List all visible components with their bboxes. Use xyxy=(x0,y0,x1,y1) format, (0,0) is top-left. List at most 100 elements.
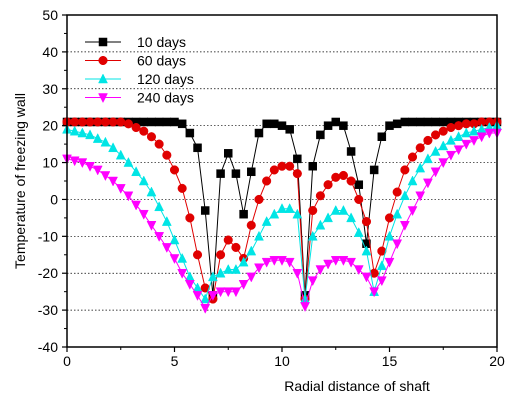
x-tick-label: 5 xyxy=(171,353,179,369)
series-3 xyxy=(62,120,502,304)
data-point xyxy=(308,161,317,171)
y-tick-label: 20 xyxy=(42,118,58,134)
data-point xyxy=(69,125,80,136)
data-point xyxy=(92,165,103,176)
data-point xyxy=(385,121,394,130)
data-point xyxy=(161,216,172,226)
data-point xyxy=(69,156,80,167)
legend-entry: 240 days xyxy=(85,90,194,106)
data-point xyxy=(231,169,241,178)
data-point xyxy=(169,234,180,245)
data-point xyxy=(246,272,257,283)
data-point xyxy=(170,117,179,127)
data-point xyxy=(139,117,149,127)
data-point xyxy=(369,287,380,298)
data-point xyxy=(430,167,441,178)
data-point xyxy=(392,239,403,250)
data-point xyxy=(261,257,272,268)
data-point xyxy=(384,230,395,241)
data-point xyxy=(376,276,387,287)
data-point xyxy=(131,166,142,177)
data-point xyxy=(138,209,149,220)
data-point xyxy=(308,205,318,216)
legend-marker xyxy=(98,55,108,66)
y-tick-label: 40 xyxy=(42,44,58,60)
data-point xyxy=(231,287,241,298)
data-point xyxy=(154,117,164,127)
data-point xyxy=(162,150,172,160)
data-point xyxy=(415,117,425,127)
data-point xyxy=(254,194,264,204)
data-point xyxy=(147,117,156,127)
data-point xyxy=(353,265,364,276)
data-point xyxy=(85,117,95,127)
data-point xyxy=(453,131,464,141)
data-point xyxy=(223,287,234,298)
legend: 10 days 60 days 120 days 240 days xyxy=(85,34,194,106)
data-point xyxy=(177,183,187,193)
data-point xyxy=(392,208,403,219)
data-point xyxy=(338,204,349,215)
data-point xyxy=(461,139,472,150)
data-point xyxy=(277,121,287,130)
series-line xyxy=(66,132,497,310)
data-point xyxy=(277,203,287,213)
data-point xyxy=(453,145,464,156)
data-point xyxy=(116,117,126,127)
data-point xyxy=(407,175,418,186)
data-point xyxy=(423,135,433,145)
data-point xyxy=(123,191,134,202)
data-point xyxy=(146,186,157,197)
y-tick-label: -30 xyxy=(38,302,58,318)
data-point xyxy=(161,243,172,253)
data-point xyxy=(200,206,210,215)
data-point xyxy=(346,212,357,223)
gridlines xyxy=(67,51,497,311)
data-point xyxy=(422,153,433,164)
data-point xyxy=(469,125,479,136)
data-point xyxy=(476,132,487,143)
data-point xyxy=(446,150,456,161)
data-point xyxy=(346,176,356,186)
data-point xyxy=(284,203,295,213)
data-point xyxy=(285,161,295,171)
data-point xyxy=(192,250,203,260)
y-tick-label: -20 xyxy=(38,265,58,281)
data-point xyxy=(338,256,349,266)
legend-label: 10 days xyxy=(137,34,186,50)
data-point xyxy=(369,165,379,175)
data-point xyxy=(146,221,157,231)
data-point xyxy=(184,280,195,290)
data-point xyxy=(270,119,279,129)
data-point xyxy=(123,119,133,129)
data-point xyxy=(439,117,448,127)
data-point xyxy=(277,161,287,171)
data-point xyxy=(77,127,88,138)
data-point xyxy=(254,230,264,241)
data-point xyxy=(338,170,348,181)
data-point xyxy=(154,139,164,149)
data-point xyxy=(207,291,218,301)
data-point xyxy=(446,134,456,145)
data-point xyxy=(146,132,157,142)
data-point xyxy=(85,129,95,140)
data-point xyxy=(108,117,118,127)
data-point xyxy=(316,130,325,140)
data-point xyxy=(269,208,280,219)
data-point xyxy=(185,213,195,223)
data-point xyxy=(454,121,464,131)
x-tick-label: 10 xyxy=(274,353,290,369)
data-point xyxy=(115,149,126,160)
data-point xyxy=(108,142,118,153)
data-point xyxy=(293,154,302,164)
data-point xyxy=(115,184,126,194)
data-point xyxy=(246,245,257,256)
data-point xyxy=(139,126,149,136)
data-point xyxy=(193,143,202,153)
data-point xyxy=(323,180,333,190)
data-point xyxy=(331,172,341,182)
data-point xyxy=(92,133,103,143)
data-point xyxy=(384,213,395,223)
data-point xyxy=(323,212,333,223)
data-point xyxy=(231,242,241,252)
